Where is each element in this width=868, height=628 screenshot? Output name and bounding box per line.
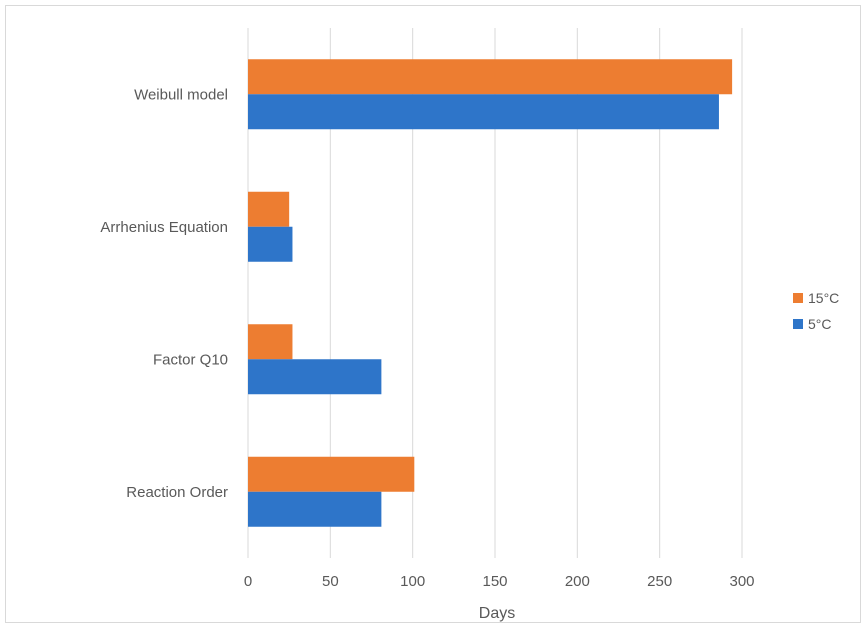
x-tick-label: 300 [729, 573, 754, 590]
x-tick-labels: 0 50 100 150 200 250 300 [244, 573, 755, 590]
legend-swatch [793, 293, 803, 303]
category-label: Arrhenius Equation [100, 219, 228, 236]
legend-swatch [793, 319, 803, 329]
bar-weibull-model-15-c [248, 59, 733, 95]
bar-arrhenius-equation-15-c [248, 191, 290, 227]
x-tick-label: 50 [322, 573, 339, 590]
category-label: Factor Q10 [153, 351, 228, 368]
category-label: Weibull model [134, 86, 228, 103]
bar-factor-q10-5-c [248, 359, 382, 395]
legend-label: 15°C [808, 290, 839, 306]
category-labels: Weibull model Arrhenius Equation Factor Q1… [100, 86, 228, 501]
bar-reaction-order-5-c [248, 491, 382, 527]
legend: 15°C 5°C [793, 290, 839, 332]
x-axis-title: Days [479, 605, 515, 622]
bar-weibull-model-5-c [248, 94, 719, 130]
bar-arrhenius-equation-5-c [248, 226, 293, 262]
bars [248, 59, 733, 527]
x-tick-label: 0 [244, 573, 252, 590]
legend-label: 5°C [808, 316, 832, 332]
bar-reaction-order-15-c [248, 456, 415, 492]
x-tick-label: 100 [400, 573, 425, 590]
bar-factor-q10-15-c [248, 324, 293, 360]
x-tick-label: 150 [482, 573, 507, 590]
category-label: Reaction Order [126, 484, 228, 501]
x-tick-label: 200 [565, 573, 590, 590]
x-tick-label: 250 [647, 573, 672, 590]
